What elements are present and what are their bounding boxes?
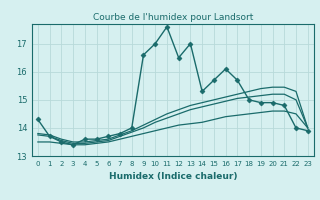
X-axis label: Humidex (Indice chaleur): Humidex (Indice chaleur) xyxy=(108,172,237,181)
Title: Courbe de l'humidex pour Landsort: Courbe de l'humidex pour Landsort xyxy=(92,13,253,22)
